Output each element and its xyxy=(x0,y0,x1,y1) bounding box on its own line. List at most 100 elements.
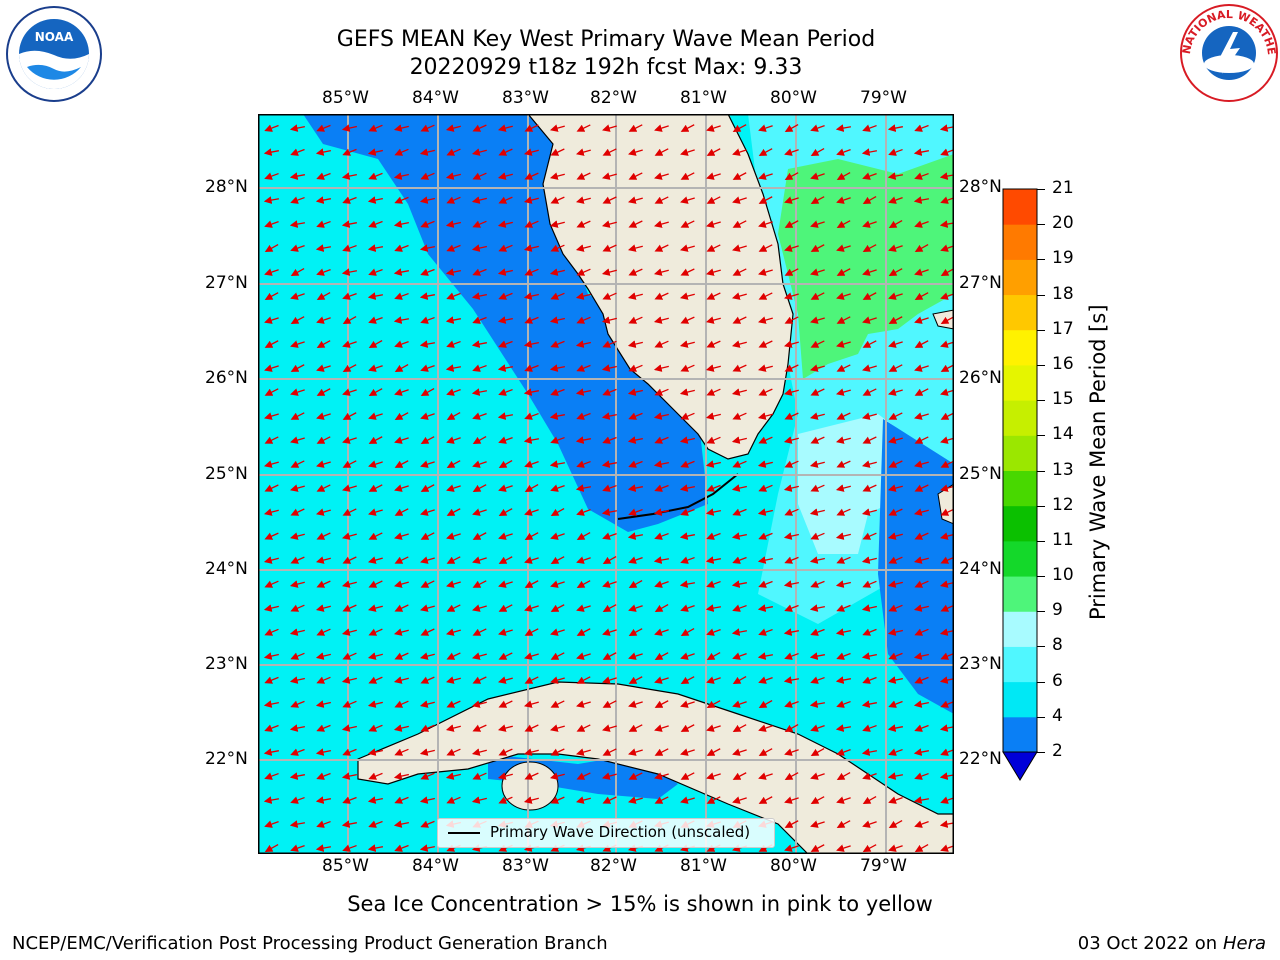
wave-arrow xyxy=(706,196,721,204)
wave-arrow xyxy=(524,556,539,564)
wave-arrow xyxy=(732,772,747,780)
wave-arrow xyxy=(810,220,825,228)
lat-tick-left: 25°N xyxy=(205,464,248,484)
wave-arrow xyxy=(602,748,617,756)
wave-arrow xyxy=(628,412,643,420)
wave-arrow xyxy=(628,220,643,228)
wave-arrow xyxy=(628,628,643,636)
wave-arrow xyxy=(810,820,825,828)
wave-arrow xyxy=(940,556,954,564)
wave-arrow xyxy=(368,436,383,444)
wave-arrow xyxy=(914,340,929,348)
lon-tick-bottom: 84°W xyxy=(412,856,459,876)
wave-arrow xyxy=(549,460,566,468)
wave-arrow xyxy=(341,628,357,636)
wave-arrow xyxy=(706,436,721,444)
wave-arrow xyxy=(757,460,773,468)
wave-arrow xyxy=(524,364,539,372)
wave-arrow xyxy=(654,220,669,228)
wave-arrow xyxy=(731,388,747,396)
colorbar-tick-mark xyxy=(1037,189,1045,190)
wave-arrow xyxy=(940,484,954,492)
wave-arrow xyxy=(758,700,773,709)
wave-arrow xyxy=(940,292,954,300)
wave-arrow xyxy=(315,796,331,804)
wave-arrow xyxy=(367,700,383,708)
wave-arrow xyxy=(290,196,305,204)
lon-tick-bottom: 83°W xyxy=(502,856,549,876)
wave-arrow xyxy=(342,340,357,348)
wave-arrow xyxy=(809,700,826,708)
wave-arrow xyxy=(836,844,851,852)
wave-arrow xyxy=(419,796,435,804)
wave-arrow xyxy=(757,364,773,372)
wave-arrow xyxy=(784,148,799,156)
wave-arrow xyxy=(316,628,331,636)
wave-arrow xyxy=(836,748,851,756)
wave-arrow xyxy=(498,532,513,540)
wave-arrow xyxy=(393,316,410,324)
wave-arrow xyxy=(914,412,929,420)
wave-arrow xyxy=(498,436,513,444)
wave-arrow xyxy=(471,700,487,708)
wave-arrow xyxy=(887,532,903,540)
wave-arrow xyxy=(861,700,877,708)
wave-arrow xyxy=(680,628,695,637)
wave-arrow xyxy=(445,124,461,132)
wave-arrow xyxy=(445,676,461,684)
colorbar-tick-label: 6 xyxy=(1052,670,1063,691)
wave-arrow xyxy=(498,388,513,396)
wave-arrow xyxy=(654,748,669,756)
wave-arrow xyxy=(836,172,851,181)
wave-arrow xyxy=(497,364,513,372)
wave-arrow xyxy=(732,652,747,660)
wave-arrow xyxy=(419,700,435,708)
wave-arrow xyxy=(784,172,799,180)
wave-arrow xyxy=(628,772,643,780)
wave-arrow xyxy=(888,820,903,829)
wave-arrow xyxy=(705,508,721,516)
wave-arrow xyxy=(289,580,305,588)
wave-arrow xyxy=(316,508,331,516)
wave-arrow xyxy=(784,244,799,252)
wave-arrow xyxy=(497,220,513,228)
wave-arrow xyxy=(316,580,331,588)
wave-arrow xyxy=(836,316,851,324)
wave-arrow xyxy=(940,460,954,468)
wave-arrow xyxy=(472,124,487,132)
wave-arrow xyxy=(653,316,669,324)
wave-arrow xyxy=(550,532,565,540)
wave-arrow xyxy=(341,820,357,828)
wave-arrow xyxy=(758,172,773,180)
colorbar-tick-label: 8 xyxy=(1052,635,1063,656)
wave-arrow xyxy=(394,556,409,564)
wave-arrow xyxy=(628,148,643,156)
wave-arrow xyxy=(836,700,851,708)
map-legend: Primary Wave Direction (unscaled) xyxy=(437,818,775,848)
lon-tick-bottom: 80°W xyxy=(770,856,817,876)
wave-arrow xyxy=(913,196,930,204)
wave-arrow xyxy=(342,316,357,325)
wave-arrow xyxy=(602,340,617,348)
wave-arrow xyxy=(706,772,721,780)
wave-arrow xyxy=(862,412,877,420)
wave-arrow xyxy=(758,796,773,804)
wave-arrow xyxy=(341,268,358,276)
wave-arrow xyxy=(835,580,851,588)
wave-arrow xyxy=(367,748,383,756)
wave-arrow xyxy=(940,244,954,252)
wave-arrow xyxy=(445,316,461,324)
wave-arrow xyxy=(758,748,773,756)
wave-arrow xyxy=(420,628,435,636)
wave-arrow xyxy=(368,220,383,228)
wave-arrow xyxy=(784,772,799,780)
wave-arrow xyxy=(602,604,617,612)
wave-arrow xyxy=(784,796,799,804)
wave-arrow xyxy=(550,604,565,612)
wave-arrow xyxy=(419,148,435,156)
wave-arrow xyxy=(862,844,877,852)
wave-arrow xyxy=(861,604,877,612)
wave-arrow xyxy=(419,844,435,852)
wave-arrow xyxy=(342,196,357,204)
wave-arrow xyxy=(732,748,747,756)
